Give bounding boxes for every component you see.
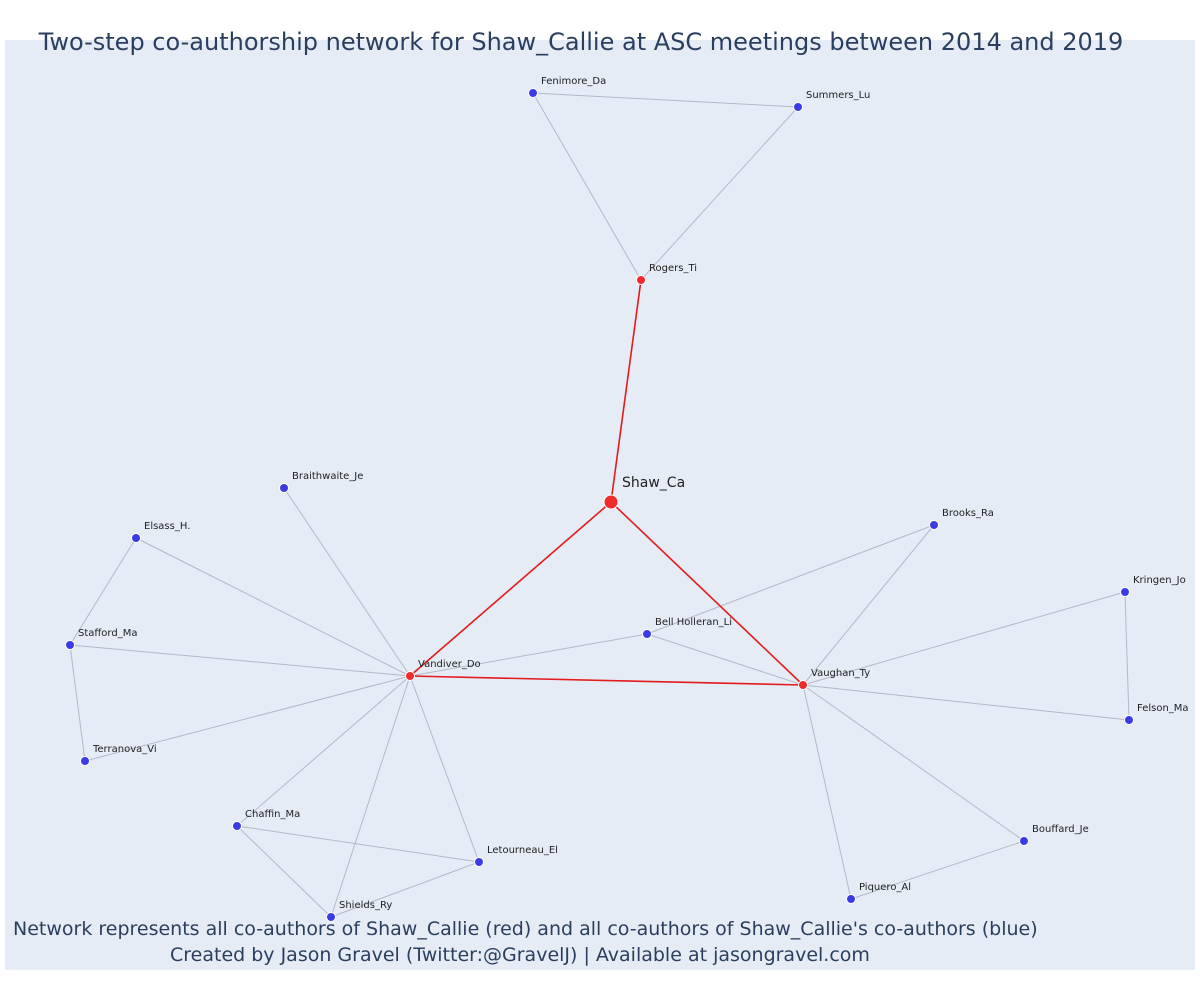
labels-layer: Shaw_Ca Rogers_Ti Vandiver_Do Vaughan_Ty Fen… [78,76,1189,911]
edge-vaughan-ty-bouffard-je [802,684,1025,842]
edge-vaughan-ty-brooks-ra [802,524,935,686]
node-bell-holleran-li[interactable] [642,629,652,639]
edge-vandiver-do-vaughan-ty [409,675,804,686]
edge-rogers-ti-fenimore-da [532,92,642,281]
edge-shields-ry-letourneau-el [330,861,480,918]
edge-shaw-ca-rogers-ti [610,279,642,503]
node-label-felson-ma: Felson_Ma [1137,703,1189,714]
node-label-kringen-jo: Kringen_Jo [1133,575,1186,586]
node-label-stafford-ma: Stafford_Ma [78,628,137,639]
edge-stafford-ma-terranova-vi [69,644,86,762]
node-shaw-ca[interactable] [603,494,619,510]
caption-line-1: Network represents all co-authors of Sha… [13,918,1038,940]
node-fenimore-da[interactable] [528,88,538,98]
node-rogers-ti[interactable] [636,275,646,285]
node-vaughan-ty[interactable] [798,680,808,690]
node-label-brooks-ra: Brooks_Ra [942,508,994,519]
node-label-shaw-ca: Shaw_Ca [622,475,685,491]
edge-kringen-jo-felson-ma [1124,591,1130,721]
node-summers-lu[interactable] [793,102,803,112]
node-elsass-h[interactable] [131,533,141,543]
node-label-fenimore-da: Fenimore_Da [541,76,606,87]
edge-vandiver-do-shields-ry [330,675,411,918]
node-terranova-vi[interactable] [80,756,90,766]
edge-vandiver-do-terranova-vi [84,675,411,762]
edge-vaughan-ty-piquero-al [802,684,852,900]
node-label-bouffard-je: Bouffard_Je [1032,824,1089,835]
node-chaffin-ma[interactable] [232,821,242,831]
edge-bell-holleran-li-brooks-ra [646,524,935,635]
node-vandiver-do[interactable] [405,671,415,681]
edge-elsass-h-stafford-ma [69,537,137,646]
edge-vandiver-do-chaffin-ma [236,675,411,827]
edge-vaughan-ty-kringen-jo [802,591,1126,686]
node-label-bell-holleran-li: Bell Holleran_Li [655,617,732,628]
node-label-letourneau-el: Letourneau_El [487,845,558,856]
node-piquero-al[interactable] [846,894,856,904]
node-label-summers-lu: Summers_Lu [806,90,870,101]
node-label-elsass-h: Elsass_H. [144,521,190,532]
nodes-layer [65,88,1134,922]
edge-fenimore-da-summers-lu [532,92,799,108]
node-label-shields-ry: Shields_Ry [339,900,392,911]
node-letourneau-el[interactable] [474,857,484,867]
node-label-braithwaite-je: Braithwaite_Je [292,471,363,482]
edge-vandiver-do-letourneau-el [409,675,480,863]
node-label-vandiver-do: Vandiver_Do [418,659,481,670]
caption-line-2: Created by Jason Gravel (Twitter:@Gravel… [170,944,870,966]
edge-vandiver-do-braithwaite-je [283,487,411,677]
node-stafford-ma[interactable] [65,640,75,650]
edge-chaffin-ma-shields-ry [236,825,332,918]
edge-shaw-ca-vaughan-ty [610,501,804,686]
node-shields-ry[interactable] [326,912,336,922]
node-label-chaffin-ma: Chaffin_Ma [245,809,300,820]
edge-shaw-ca-vandiver-do [409,501,612,677]
node-brooks-ra[interactable] [929,520,939,530]
edge-bouffard-je-piquero-al [850,840,1025,900]
node-label-vaughan-ty: Vaughan_Ty [811,668,870,679]
edge-vandiver-do-elsass-h [135,537,411,677]
node-label-terranova-vi: Terranova_Vi [92,744,157,755]
node-kringen-jo[interactable] [1120,587,1130,597]
edge-vandiver-do-bell-holleran-li [409,633,648,677]
edge-rogers-ti-summers-lu [640,106,799,281]
edge-vandiver-do-stafford-ma [69,644,411,677]
edge-vaughan-ty-bell-holleran-li [646,633,804,686]
node-label-rogers-ti: Rogers_Ti [649,263,697,274]
node-label-piquero-al: Piquero_Al [859,882,911,893]
plot-background [5,40,1195,970]
node-felson-ma[interactable] [1124,715,1134,725]
chart-title: Two-step co-authorship network for Shaw_… [38,28,1124,56]
node-bouffard-je[interactable] [1019,836,1029,846]
edges-layer [69,92,1130,918]
edge-vaughan-ty-felson-ma [802,684,1130,721]
edge-chaffin-ma-letourneau-el [236,825,480,863]
node-braithwaite-je[interactable] [279,483,289,493]
